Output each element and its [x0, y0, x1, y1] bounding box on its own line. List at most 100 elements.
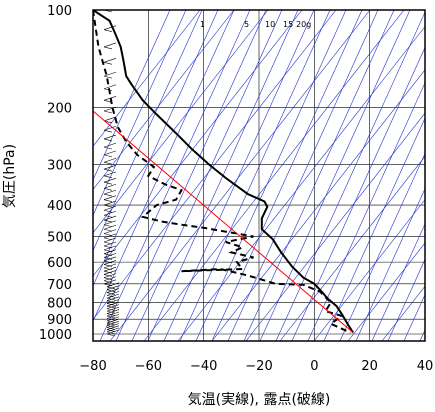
wind-barb: [106, 292, 116, 295]
wind-barb: [103, 253, 113, 256]
mixing-ratio-label: 10: [265, 20, 275, 29]
wind-barb: [106, 327, 116, 330]
dry-adiabat: [93, 10, 235, 322]
wind-barb: [103, 175, 113, 179]
wind-barb: [103, 245, 113, 249]
wind-barb: [106, 320, 116, 324]
wind-barb: [103, 164, 117, 170]
dry-adiabat: [179, 10, 331, 341]
wind-barb: [103, 142, 117, 148]
wind-barb: [103, 237, 113, 241]
mixing-ratio-label: 5: [244, 20, 249, 29]
wind-barb: [103, 193, 113, 197]
dry-adiabat: [419, 329, 425, 341]
y-tick-label: 600: [47, 256, 72, 271]
wind-barb: [106, 313, 116, 316]
wind-barb: [106, 300, 116, 304]
wind-barb: [103, 224, 117, 230]
moist-adiabat: [211, 69, 425, 341]
wind-barb: [103, 274, 113, 277]
wind-barb: [106, 289, 116, 293]
moist-adiabat: [143, 10, 405, 341]
dry-adiabat: [387, 258, 425, 341]
wind-barb: [103, 29, 113, 32]
wind-barb: [103, 57, 117, 63]
wind-barb: [103, 134, 117, 140]
wind-barb: [103, 237, 117, 243]
dry-adiabat: [227, 10, 379, 341]
profile-line-0: [93, 10, 354, 334]
grid: [93, 10, 425, 341]
dry-adiabat: [291, 46, 425, 341]
wind-barb: [103, 146, 113, 150]
wind-barb: [106, 331, 116, 335]
moist-adiabat: [93, 10, 269, 234]
wind-barb: [103, 177, 117, 183]
wind-barb: [103, 209, 113, 213]
moist-adiabat: [313, 199, 425, 341]
y-axis-title: 気圧(hPa): [2, 144, 18, 208]
wind-barb: [106, 305, 116, 309]
wind-barb: [103, 168, 113, 172]
dry-adiabat: [307, 82, 425, 341]
wind-barb: [103, 229, 117, 234]
x-tick-label: −40: [190, 359, 217, 374]
dry-adiabat: [93, 10, 203, 252]
y-tick-label: 200: [47, 102, 72, 117]
wind-barb: [103, 280, 113, 284]
y-tick-label: 800: [47, 297, 72, 312]
moist-adiabat: [93, 10, 235, 190]
plot-frame: [92, 9, 426, 342]
wind-barb: [103, 245, 117, 251]
wind-barb: [106, 303, 116, 306]
x-tick-label: −20: [245, 359, 272, 374]
wind-barb: [103, 88, 113, 92]
wind-barb: [103, 138, 113, 142]
dry-adiabat: [93, 10, 187, 216]
wind-barb: [103, 228, 113, 232]
y-tick-label: 900: [47, 313, 72, 328]
dry-adiabat: [93, 10, 219, 287]
y-tick-label: 500: [47, 230, 72, 245]
x-tick-label: 40: [417, 359, 434, 374]
wind-barb: [103, 46, 113, 50]
wind-barb: [103, 125, 117, 131]
dry-adiabat: [131, 10, 283, 341]
wind-barb: [106, 301, 120, 307]
wind-barb: [103, 220, 117, 226]
wind-barbs: [103, 10, 120, 337]
wind-barb: [106, 306, 120, 312]
moist-adiabat: [347, 242, 425, 341]
wind-barb: [106, 327, 120, 333]
wind-barb: [103, 210, 117, 216]
wind-barb: [106, 323, 120, 328]
wind-barb: [103, 199, 113, 202]
wind-barb: [106, 325, 116, 328]
dry-adiabat: [243, 10, 395, 341]
wind-barb: [103, 154, 113, 158]
moist-adiabat: [93, 10, 303, 277]
wind-barb: [103, 204, 113, 208]
dry-adiabat: [323, 117, 425, 341]
wind-barb: [103, 171, 117, 177]
wind-barb: [103, 189, 117, 195]
moist-adiabat: [279, 155, 425, 341]
wind-barb: [103, 270, 113, 274]
wind-barb: [106, 318, 116, 321]
wind-barb: [103, 183, 117, 189]
wind-barb: [103, 187, 113, 191]
wind-barb: [103, 276, 117, 282]
wind-barb: [106, 315, 116, 319]
wind-barb: [106, 295, 116, 298]
wind-barb: [103, 71, 117, 77]
wind-barb: [106, 288, 120, 293]
wind-barb: [103, 61, 113, 65]
wind-barb: [103, 214, 113, 218]
moist-adiabat: [177, 26, 425, 341]
wind-barb: [103, 200, 117, 206]
wind-barb: [103, 241, 117, 247]
wind-barb: [103, 84, 117, 90]
dry-adiabat: [211, 10, 363, 341]
wind-barb: [103, 279, 117, 285]
